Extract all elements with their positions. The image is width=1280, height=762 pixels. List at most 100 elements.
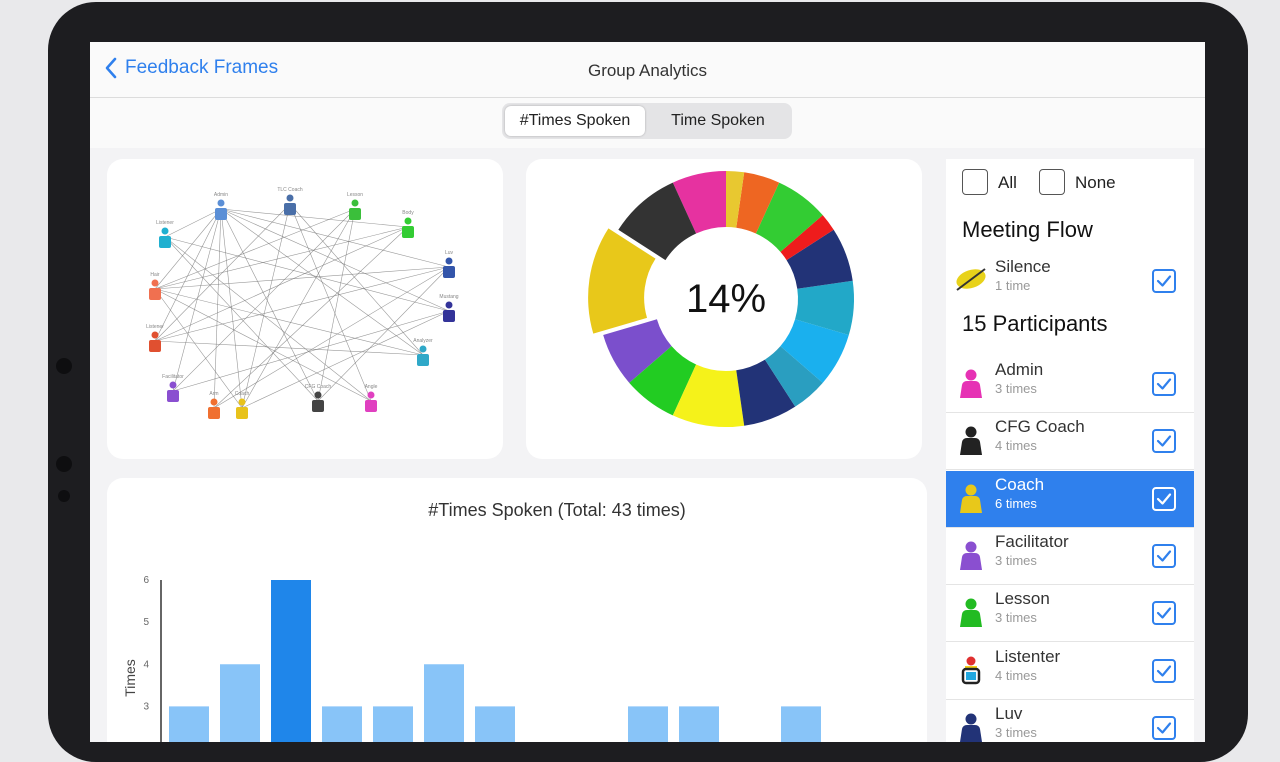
donut-slice[interactable]	[603, 319, 672, 383]
network-node[interactable]: Arm	[208, 391, 220, 419]
network-node-label: Hair	[150, 272, 160, 278]
bar[interactable]	[781, 706, 821, 742]
donut-slice[interactable]	[795, 280, 854, 336]
network-edge	[154, 208, 356, 290]
donut-slice[interactable]	[672, 171, 726, 234]
participant-checkbox[interactable]	[1152, 372, 1176, 396]
y-tick-label: 4	[143, 659, 149, 670]
network-node-label: TLC Coach	[277, 187, 303, 193]
donut-slice[interactable]	[736, 172, 780, 234]
network-node[interactable]: Luv	[443, 250, 455, 278]
participant-row[interactable]: Lesson 3 times	[946, 585, 1194, 643]
network-node[interactable]: Coach	[235, 391, 250, 419]
bar[interactable]	[322, 706, 362, 742]
bar[interactable]	[271, 580, 311, 742]
network-node[interactable]: CFG Coach	[305, 384, 332, 412]
network-node-label: Luv	[445, 250, 454, 256]
network-edge	[154, 288, 243, 409]
participant-row[interactable]: Coach 6 times	[946, 470, 1194, 528]
donut-slice[interactable]	[786, 229, 853, 289]
bar-chart-card: #Times Spoken (Total: 43 times) Times 23…	[107, 478, 927, 742]
participant-row[interactable]: Facilitator 3 times	[946, 528, 1194, 585]
network-edge	[172, 208, 222, 392]
device-camera	[56, 358, 72, 374]
donut-slice[interactable]	[780, 215, 834, 261]
app-screen: Feedback Frames Group Analytics #Times S…	[90, 42, 1205, 742]
participant-checkbox[interactable]	[1152, 429, 1176, 454]
bar[interactable]	[628, 706, 668, 742]
bar[interactable]	[169, 706, 209, 742]
select-all-checkbox[interactable]	[962, 169, 988, 195]
donut-slice[interactable]	[618, 182, 697, 261]
network-edge	[289, 203, 424, 356]
donut-slice[interactable]	[588, 228, 656, 334]
network-edge	[154, 288, 372, 402]
donut-slice[interactable]	[726, 171, 745, 228]
bar[interactable]	[679, 706, 719, 742]
donut-slice[interactable]	[672, 364, 745, 427]
bar[interactable]	[220, 664, 260, 742]
network-node-label: Body	[402, 210, 414, 216]
silence-checkbox[interactable]	[1152, 269, 1176, 293]
network-edge	[154, 340, 424, 356]
network-edge	[164, 208, 222, 238]
participant-name: Listenter	[995, 646, 1061, 666]
network-edge	[213, 266, 450, 409]
device-sensor	[56, 456, 72, 472]
segment-bar: #Times Spoken Time Spoken	[90, 98, 1205, 148]
network-node[interactable]: Mustang	[439, 294, 459, 322]
participant-checkbox[interactable]	[1152, 658, 1176, 683]
participant-checkbox[interactable]	[1152, 601, 1176, 626]
person-icon	[954, 368, 988, 405]
participant-network-graph: Admin TLC Coach Lesson Body Luv Mustang Analyz…	[146, 187, 459, 419]
network-node[interactable]: Lesson	[347, 192, 363, 220]
participant-checkbox[interactable]	[1152, 543, 1176, 568]
donut-slice[interactable]	[736, 359, 796, 426]
donut-slice[interactable]	[629, 346, 697, 416]
participant-count: 4 times	[995, 438, 1037, 454]
network-node[interactable]: Listener	[146, 324, 164, 352]
bar[interactable]	[373, 706, 413, 742]
network-edge	[154, 208, 222, 342]
network-node[interactable]: TLC Coach	[277, 187, 303, 215]
network-node[interactable]: Admin	[214, 192, 228, 220]
tab-time-spoken[interactable]: Time Spoken	[671, 112, 765, 129]
participant-row[interactable]: Luv 3 times	[946, 700, 1194, 742]
participant-checkbox[interactable]	[1152, 486, 1176, 511]
network-node[interactable]: Hair	[149, 272, 161, 300]
network-node[interactable]: Facilitator	[162, 374, 184, 402]
silence-name: Silence	[995, 257, 1051, 276]
silence-icon	[956, 268, 986, 291]
network-node[interactable]: Listener	[156, 220, 174, 248]
bar[interactable]	[475, 706, 515, 742]
network-edge	[317, 266, 450, 402]
network-edge	[220, 208, 450, 268]
donut-slice[interactable]	[755, 182, 823, 252]
network-edge	[241, 208, 356, 409]
meeting-flow-heading: Meeting Flow	[962, 217, 1093, 242]
participant-row[interactable]: Admin 3 times	[946, 356, 1194, 413]
participant-checkbox[interactable]	[1152, 715, 1176, 740]
network-node-label: Listener	[146, 324, 164, 330]
donut-slice[interactable]	[780, 319, 849, 383]
device-sensor-small	[58, 490, 70, 502]
participant-row[interactable]: CFG Coach 4 times	[946, 413, 1194, 471]
participant-count: 4 times	[995, 667, 1037, 683]
person-icon	[954, 540, 988, 577]
network-node[interactable]: Angle	[365, 384, 378, 412]
participant-row[interactable]: Listenter 4 times	[946, 643, 1194, 700]
silence-row[interactable]: Silence 1 time	[946, 253, 1194, 309]
donut-card: 14%	[526, 159, 922, 459]
select-none-checkbox[interactable]	[1039, 169, 1065, 195]
bar[interactable]	[424, 664, 464, 742]
tab-times-spoken[interactable]: #Times Spoken	[505, 106, 645, 136]
participant-count: 3 times	[995, 552, 1037, 568]
network-node[interactable]: Analyzer	[413, 338, 433, 366]
network-node-label: CFG Coach	[305, 384, 332, 390]
network-edge	[220, 208, 409, 228]
network-edge	[154, 288, 424, 356]
listener-icon	[954, 655, 988, 692]
donut-slice[interactable]	[764, 346, 823, 407]
network-node[interactable]: Body	[402, 210, 414, 238]
back-button[interactable]: Feedback Frames	[104, 57, 278, 79]
